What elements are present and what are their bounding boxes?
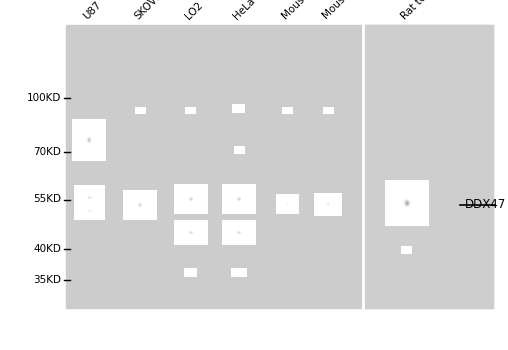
Text: 55KD: 55KD: [33, 195, 61, 204]
Text: HeLa: HeLa: [232, 0, 258, 21]
Text: 40KD: 40KD: [33, 244, 61, 253]
Text: 35KD: 35KD: [33, 275, 61, 285]
Text: SKOV3: SKOV3: [133, 0, 164, 21]
Text: 70KD: 70KD: [33, 147, 61, 157]
Text: 100KD: 100KD: [26, 93, 61, 103]
Text: DDX47: DDX47: [465, 198, 506, 211]
Text: U87: U87: [82, 0, 104, 21]
Text: Mouse lung: Mouse lung: [321, 0, 370, 21]
Text: LO2: LO2: [183, 0, 205, 21]
Bar: [363, 25, 493, 308]
Bar: [66, 25, 493, 308]
Text: Rat testis: Rat testis: [399, 0, 441, 21]
Text: Mouse testis: Mouse testis: [280, 0, 333, 21]
